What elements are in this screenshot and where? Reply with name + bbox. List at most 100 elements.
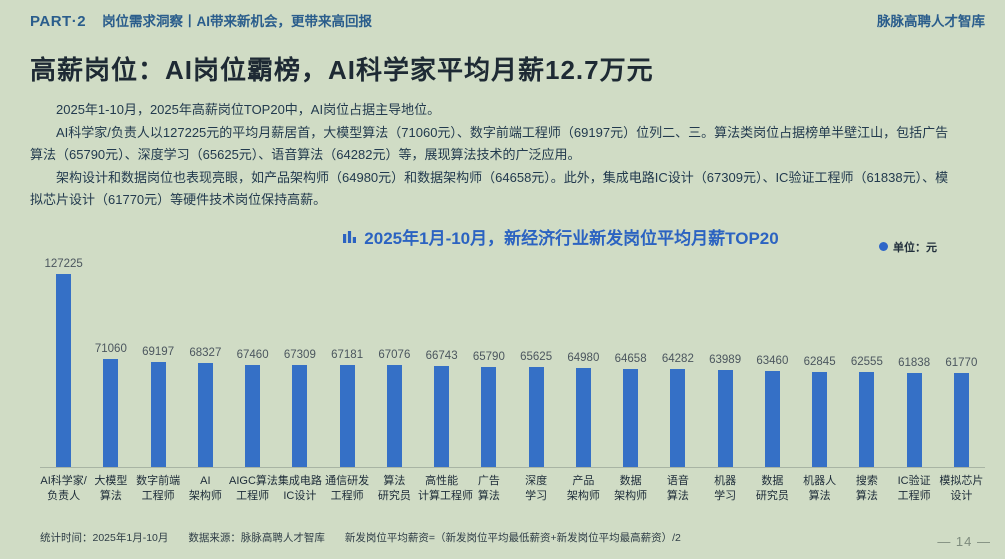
bar [197, 362, 213, 467]
bar-chart: 127225 71060 69197 68327 67460 67309 67181 6707… [40, 255, 985, 504]
bar [717, 369, 733, 467]
category-label: 集成电路 IC设计 [277, 474, 322, 502]
bar-column: 68327 [182, 347, 229, 467]
bar-value-label: 71060 [94, 342, 127, 355]
bar-value-label: 67460 [236, 348, 269, 361]
bar-value-label: 67181 [331, 348, 364, 361]
bar-column: 67181 [324, 349, 371, 467]
bar-value-label: 61838 [898, 356, 931, 369]
bar-column: 64282 [654, 353, 701, 467]
page-title: 高薪岗位：AI岗位霸榜，AI科学家平均月薪12.7万元 [30, 55, 654, 85]
category-label: 模拟芯片 设计 [939, 474, 984, 502]
bar-value-label: 65790 [472, 350, 505, 363]
bar-column: 62555 [843, 356, 890, 467]
bar-value-label: 127225 [44, 257, 83, 270]
bar-column: 69197 [135, 346, 182, 467]
bar [150, 361, 166, 467]
category-label: 大模型 算法 [94, 474, 128, 502]
bar-value-label: 68327 [189, 346, 222, 359]
bar-value-label: 61770 [945, 356, 978, 369]
bar-value-label: 66743 [425, 349, 458, 362]
bar-column: 61770 [938, 357, 985, 467]
bar-value-label: 62845 [803, 355, 836, 368]
bar-chart-icon [342, 227, 357, 251]
bar [434, 365, 450, 467]
category-label: IC验证 工程师 [897, 474, 931, 502]
bar-value-label: 62555 [850, 355, 883, 368]
category-label: AI 架构师 [188, 474, 222, 502]
bar-column: 71060 [87, 343, 134, 467]
bar-column: 67076 [371, 349, 418, 467]
bar [386, 364, 402, 467]
bar-value-label: 63989 [709, 353, 742, 366]
page-header: PART·2 岗位需求洞察丨AI带来新机会，更带来高回报 脉脉高聘人才智库 [0, 0, 1005, 31]
bar [481, 366, 497, 467]
bar [528, 366, 544, 467]
paragraph-1: 2025年1-10月，2025年高薪岗位TOP20中，AI岗位占据主导地位。 [56, 102, 441, 117]
bar [103, 358, 119, 467]
bar-column: 64980 [560, 352, 607, 467]
category-label: 机器 学习 [714, 474, 737, 502]
brand-logo-text: 脉脉高聘人才智库 [877, 14, 985, 29]
part-label: PART·2 [30, 13, 87, 30]
page-number: — 14 — [937, 534, 991, 549]
category-label: 广告 算法 [477, 474, 500, 502]
bar [292, 364, 308, 467]
bar [859, 371, 875, 467]
bar-column: 64658 [607, 353, 654, 467]
category-label: 数据 研究员 [755, 474, 789, 502]
bar-value-label: 63460 [756, 354, 789, 367]
bar [56, 273, 72, 467]
body-text: 2025年1-10月，2025年高薪岗位TOP20中，AI岗位占据主导地位。 A… [30, 99, 958, 212]
chart-plot: 127225 71060 69197 68327 67460 67309 67181 6707… [40, 255, 985, 468]
bar-value-label: 67076 [378, 348, 411, 361]
bar [245, 364, 261, 467]
bar-column: 66743 [418, 350, 465, 467]
bar-column: 67460 [229, 349, 276, 467]
bar-value-label: 67309 [283, 348, 316, 361]
category-label: 搜索 算法 [855, 474, 878, 502]
category-label: 机器人 算法 [803, 474, 837, 502]
bar [623, 368, 639, 467]
bar-value-label: 69197 [142, 345, 175, 358]
bar-column: 65790 [465, 351, 512, 467]
bar-column: 63460 [749, 355, 796, 467]
bar-column: 61838 [891, 357, 938, 467]
category-label: 深度 学习 [525, 474, 548, 502]
section-title: 岗位需求洞察丨AI带来新机会，更带来高回报 [102, 14, 373, 29]
chart-title: 2025年1月-10月，新经济行业新发岗位平均月薪TOP20 [364, 228, 779, 248]
footnote-formula: 新发岗位平均薪资=（新发岗位平均最低薪资+新发岗位平均最高薪资）/2 [344, 532, 681, 544]
bar-value-label: 65625 [520, 350, 553, 363]
category-label: AIGC算法 工程师 [229, 474, 278, 502]
bar-column: 65625 [513, 351, 560, 467]
bar [670, 368, 686, 467]
category-label: 语音 算法 [666, 474, 689, 502]
chart-title-row: 2025年1月-10月，新经济行业新发岗位平均月薪TOP20 [58, 227, 1005, 251]
bar-value-label: 64980 [567, 351, 600, 364]
chart-legend: 单位：元 [879, 239, 937, 255]
category-label: 数据 架构师 [614, 474, 648, 502]
category-label: 高性能 计算工程师 [418, 474, 473, 502]
chart-header: 2025年1月-10月，新经济行业新发岗位平均月薪TOP20 单位：元 [0, 227, 1005, 255]
footnote: 统计时间：2025年1月-10月 数据来源：脉脉高聘人才智库 新发岗位平均薪资=… [40, 530, 681, 545]
paragraph-2: AI科学家/负责人以127225元的平均月薪居首，大模型算法（71060元）、数… [30, 124, 949, 163]
category-label: 通信研发 工程师 [325, 474, 370, 502]
bar [953, 372, 969, 467]
category-label: 算法 研究员 [377, 474, 411, 502]
paragraph-3: 架构设计和数据岗位也表现亮眼，如产品架构师（64980元）和数据架构师（6465… [30, 169, 949, 208]
legend-unit-label: 单位：元 [893, 241, 937, 254]
bar-column: 62845 [796, 356, 843, 467]
bar [906, 372, 922, 467]
bar-column: 127225 [40, 258, 87, 467]
header-section: PART·2 岗位需求洞察丨AI带来新机会，更带来高回报 [30, 13, 372, 31]
footnote-source: 数据来源：脉脉高聘人才智库 [188, 532, 325, 544]
bar [812, 371, 828, 467]
category-label: 产品 架构师 [566, 474, 600, 502]
legend-dot-icon [879, 242, 888, 251]
bar-column: 67309 [276, 349, 323, 467]
footnote-stat-time: 统计时间：2025年1月-10月 [40, 532, 169, 544]
bar [575, 367, 591, 467]
bar [764, 370, 780, 467]
category-label: AI科学家/ 负责人 [40, 474, 87, 502]
category-label: 数字前端 工程师 [136, 474, 181, 502]
